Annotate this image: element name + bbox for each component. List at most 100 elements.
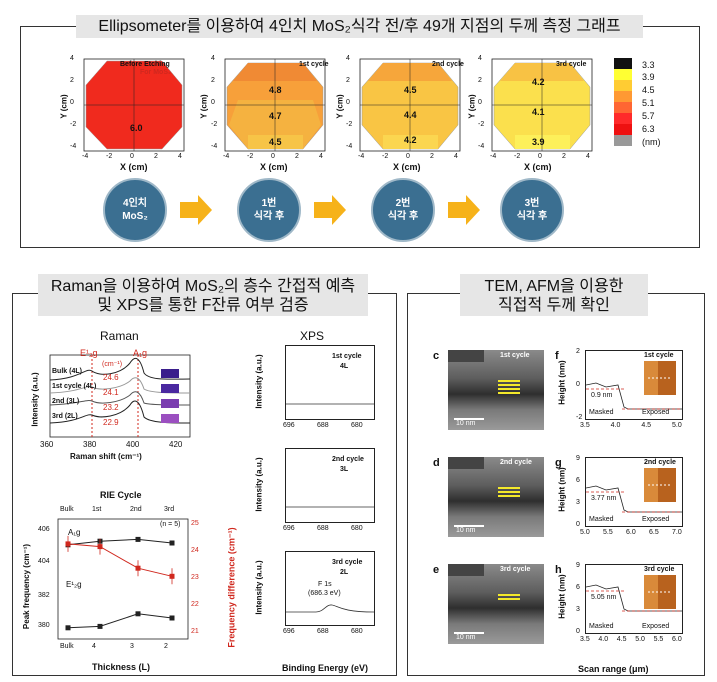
- afm-ytick: 3: [576, 499, 580, 506]
- raman-xps-panel: [12, 293, 397, 676]
- tem-layer-line: [498, 392, 520, 394]
- afm-xtick: 5.0: [672, 422, 682, 429]
- step-circle-2: 2번 식각 후: [371, 178, 435, 242]
- raman-row-swatch: [161, 369, 179, 378]
- tem-layer-line: [498, 487, 520, 489]
- raman-row-diff: 22.9: [103, 418, 119, 427]
- xps-xtick: 680: [351, 422, 363, 429]
- tem-banner: TEM, AFM을 이용한 직접적 두께 확인: [460, 274, 648, 316]
- rie-e2g-label: E¹₂g: [66, 580, 82, 589]
- map-3-xtick: 0: [538, 153, 542, 160]
- afm-ytick: 0: [576, 381, 580, 388]
- afm-ytick: 2: [576, 348, 580, 355]
- rie-svg: [57, 518, 189, 640]
- afm-letter: h: [555, 564, 562, 576]
- afm-inset-left: [644, 468, 658, 502]
- afm-svg: [585, 361, 682, 410]
- afm-ylabel: Height (nm): [557, 360, 567, 405]
- afm-xtick: 4.0: [610, 422, 621, 429]
- raman-row-label: 1st cycle (4L): [52, 383, 97, 390]
- tem-cycle-tag: [448, 457, 484, 469]
- tem-layer-line: [498, 594, 520, 596]
- xps-ylabel: Intensity (a.u.): [254, 560, 264, 615]
- afm-xtick: 7.0: [672, 529, 682, 536]
- afm-xtick: 3.5: [580, 636, 590, 643]
- tem-scale-bar: [454, 632, 484, 634]
- raman-row-diff: 23.2: [103, 403, 119, 412]
- tem-cycle-label: 2nd cycle: [500, 459, 532, 466]
- raman-tick-400: 400: [126, 440, 140, 449]
- tem-layer-line: [498, 491, 520, 493]
- map-1-ytick: 0: [211, 99, 215, 106]
- colorbar-tick-3: 4.5: [642, 85, 655, 95]
- map-2-ytick: -4: [346, 143, 353, 150]
- rie-x-tick: 3: [130, 643, 134, 650]
- afm-ylabel: Height (nm): [557, 467, 567, 512]
- tem-cycle-tag: [448, 564, 484, 576]
- e2g-point: [97, 623, 103, 629]
- map-1st-value-mid: 4.7: [269, 111, 282, 121]
- raman-xlabel: Raman shift (cm⁻¹): [70, 452, 142, 461]
- xps-layer-label: 2L: [340, 569, 349, 576]
- step-1-line2: 식각 후: [253, 211, 285, 222]
- step-2-line1: 2번: [395, 198, 411, 209]
- raman-plot-title: Raman: [100, 329, 139, 343]
- arrow-right-icon: [448, 195, 480, 225]
- xps-xtick: 680: [351, 525, 363, 532]
- rie-left-tick: 404: [38, 558, 50, 565]
- map-xlabel-4: X (cm): [524, 162, 552, 172]
- tem-title-line1: TEM, AFM을 이용한: [484, 278, 624, 295]
- map-3rd-label: 3rd cycle: [556, 61, 587, 68]
- colorbar-swatch: [614, 58, 632, 69]
- tem-layer-line: [498, 598, 520, 600]
- colorbar-tick-5: 5.7: [642, 111, 655, 121]
- afm-masked-label: Masked: [589, 516, 614, 523]
- raman-row-diff: 24.6: [103, 373, 119, 382]
- map-1st-value-top: 4.8: [269, 85, 282, 95]
- afm-ytick: 0: [576, 628, 580, 635]
- afm-ytick: 9: [576, 562, 580, 569]
- map-2-ytick: 0: [346, 99, 350, 106]
- afm-xtick: 6.0: [626, 529, 636, 536]
- afm-xtick: 4.5: [641, 422, 652, 429]
- xps-xtick: 696: [283, 422, 295, 429]
- map-3-xtick: -4: [490, 153, 497, 160]
- map-1-ytick: -2: [211, 121, 218, 128]
- afm-xtick: 6.5: [649, 529, 659, 536]
- map-3rd-svg: [491, 58, 593, 152]
- raman-tick-380: 380: [83, 440, 97, 449]
- tem-cycle-label: 3rd cycle: [500, 566, 531, 573]
- afm-ytick: 6: [576, 477, 580, 484]
- afm-xtick: 5.0: [580, 529, 590, 536]
- afm-exposed-label: Exposed: [642, 516, 670, 523]
- tem-image-1: 2nd cycle 10 nm: [448, 457, 544, 537]
- afm-inset-left: [644, 575, 658, 609]
- colorbar: 3.3 3.9 4.5 5.1 5.7 6.3 (nm): [614, 58, 684, 158]
- afm-xtick: 5.0: [635, 636, 645, 643]
- step-circle-1: 1번 식각 후: [237, 178, 301, 242]
- afm-cycle-label: 2nd cycle: [644, 459, 676, 466]
- tem-title-line2: 직접적 두께 확인: [498, 297, 610, 314]
- tem-layer-line: [498, 380, 520, 382]
- rie-x-tick: 2: [164, 643, 168, 650]
- map-0-xtick: 2: [154, 153, 158, 160]
- xps-xtick: 696: [283, 525, 295, 532]
- tem-scale-label: 10 nm: [456, 527, 476, 534]
- xps-layer-label: 4L: [340, 363, 349, 370]
- afm-step-label: 3.77 nm: [591, 495, 617, 502]
- rie-right-tick: 24: [191, 547, 199, 554]
- raman-row-label: 3rd (2L): [52, 413, 78, 420]
- raman-row-swatch: [161, 399, 179, 408]
- afm-letter: f: [555, 350, 559, 362]
- raman-banner: Raman을 이용하여 MoS₂의 층수 간접적 예측 및 XPS를 통한 F잔…: [38, 274, 368, 316]
- map-1-xtick: -4: [223, 153, 230, 160]
- map-1st-label: 1st cycle: [299, 61, 329, 68]
- afm-step-label: 0.9 nm: [591, 392, 613, 399]
- arrow-right-icon: [180, 195, 212, 225]
- map-xlabel-1: X (cm): [120, 162, 148, 172]
- a1g-point: [135, 536, 141, 542]
- raman-peak2-label: A₁g: [133, 348, 148, 358]
- e2g-point: [169, 615, 175, 621]
- rie-top-tick: 1st: [92, 506, 102, 513]
